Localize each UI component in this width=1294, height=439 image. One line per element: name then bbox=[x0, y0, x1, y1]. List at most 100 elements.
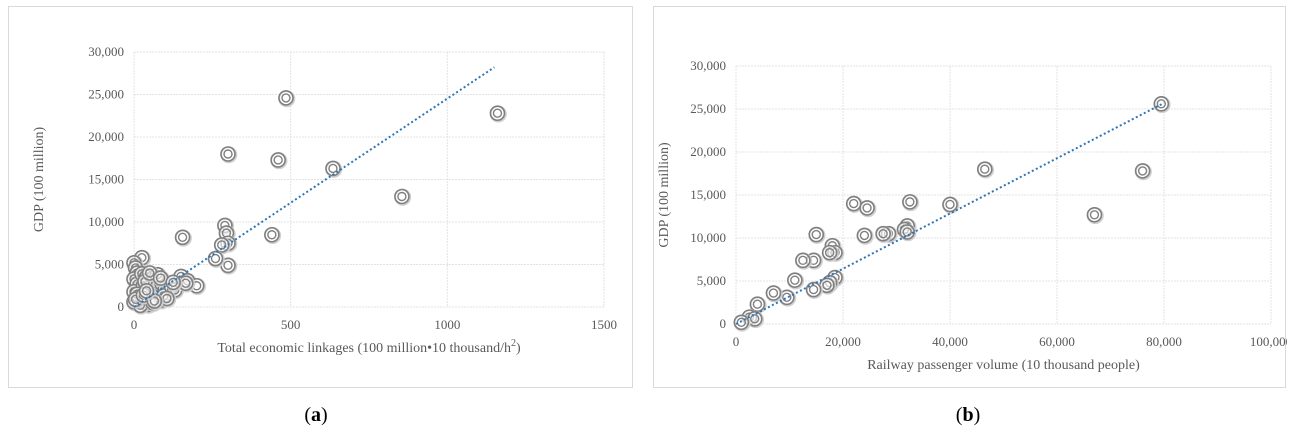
data-point bbox=[1134, 163, 1152, 181]
data-point-inner-ring bbox=[155, 273, 166, 283]
data-point-inner-ring bbox=[210, 253, 221, 264]
y-tick-label: 25,000 bbox=[690, 101, 726, 116]
data-point-outer-ring bbox=[220, 146, 236, 162]
data-point-inner-ring bbox=[1156, 99, 1167, 109]
data-point-inner-ring bbox=[328, 163, 338, 174]
data-points bbox=[733, 96, 1171, 332]
data-point bbox=[875, 225, 893, 243]
data-point-outer-ring bbox=[270, 152, 286, 168]
data-point bbox=[1153, 96, 1171, 114]
data-point-outer-ring bbox=[845, 195, 862, 212]
x-axis-label-close: ) bbox=[516, 341, 521, 356]
data-point-outer-ring bbox=[805, 281, 822, 298]
data-point-inner-ring bbox=[750, 314, 760, 324]
data-point-inner-ring bbox=[1137, 166, 1148, 176]
data-point bbox=[1086, 206, 1104, 225]
data-point-inner-ring bbox=[980, 164, 990, 174]
data-point bbox=[159, 290, 177, 308]
data-point-outer-ring bbox=[138, 283, 155, 299]
data-point-inner-ring bbox=[768, 288, 779, 298]
x-tick-label: 1500 bbox=[591, 317, 617, 332]
x-tick-label: 1000 bbox=[434, 317, 460, 332]
caption-a-close: ) bbox=[321, 404, 328, 426]
data-point-inner-ring bbox=[273, 155, 283, 165]
x-tick-label: 40,000 bbox=[932, 334, 968, 349]
data-point-inner-ring bbox=[945, 199, 955, 210]
trendline bbox=[133, 66, 495, 308]
data-point-inner-ring bbox=[878, 228, 888, 239]
data-point bbox=[899, 224, 917, 242]
data-point-inner-ring bbox=[177, 232, 188, 243]
y-tick-label: 20,000 bbox=[690, 144, 726, 159]
caption-b-open: ( bbox=[955, 404, 963, 426]
y-tick-label: 15,000 bbox=[690, 187, 726, 202]
data-point-outer-ring bbox=[976, 161, 993, 177]
data-point-outer-ring bbox=[165, 274, 181, 291]
caption-b: (b) bbox=[938, 404, 998, 427]
data-point-outer-ring bbox=[765, 285, 782, 301]
data-points bbox=[126, 90, 507, 315]
y-tick-label: 10,000 bbox=[88, 214, 124, 229]
y-axis-label: GDP (100 million) bbox=[657, 142, 672, 248]
chart-panel-a: 0 5,000 10,000 15,000 20,000 25,000 30,000 0 500… bbox=[8, 6, 633, 388]
chart-panel-b: 0 5,000 10,000 15,000 20,000 25,000 30,000 0 20,… bbox=[653, 6, 1287, 388]
data-point-outer-ring bbox=[174, 229, 191, 246]
data-point-outer-ring bbox=[875, 225, 891, 242]
data-point-inner-ring bbox=[824, 247, 835, 258]
data-point-inner-ring bbox=[848, 198, 859, 209]
x-axis-label-text: Total economic linkages (100 million•10 … bbox=[217, 341, 511, 356]
data-point-outer-ring bbox=[325, 160, 341, 177]
data-point bbox=[856, 227, 874, 245]
caption-a: (a) bbox=[286, 404, 346, 427]
y-tick-label: 5,000 bbox=[697, 273, 726, 288]
data-point-inner-ring bbox=[223, 149, 233, 159]
y-tick-label: 30,000 bbox=[690, 58, 726, 73]
data-point bbox=[207, 250, 225, 268]
data-point bbox=[270, 152, 288, 170]
y-tick-label: 0 bbox=[118, 299, 125, 314]
data-point bbox=[821, 244, 839, 262]
data-point-outer-ring bbox=[859, 200, 875, 216]
data-point-inner-ring bbox=[168, 277, 178, 288]
data-point-inner-ring bbox=[149, 296, 160, 306]
x-tick-label: 60,000 bbox=[1039, 334, 1075, 349]
data-point bbox=[489, 105, 507, 123]
data-point bbox=[787, 272, 805, 290]
x-axis-label: Total economic linkages (100 million•10 … bbox=[217, 338, 521, 356]
data-point-outer-ring bbox=[787, 272, 803, 288]
data-point-inner-ring bbox=[144, 268, 155, 278]
data-point-outer-ring bbox=[278, 90, 294, 106]
x-axis-label-text: Railway passenger volume (10 thousand pe… bbox=[867, 358, 1140, 373]
data-point bbox=[278, 90, 296, 108]
data-point-inner-ring bbox=[752, 299, 763, 309]
caption-a-letter: a bbox=[311, 404, 321, 426]
y-tick-label: 0 bbox=[720, 316, 727, 331]
grid-lines bbox=[133, 51, 605, 308]
data-point-outer-ring bbox=[1134, 163, 1151, 179]
y-tick-label: 25,000 bbox=[88, 87, 124, 102]
data-point bbox=[394, 188, 412, 206]
data-point bbox=[808, 226, 826, 244]
data-point bbox=[976, 161, 995, 179]
data-point bbox=[902, 194, 920, 212]
data-point-outer-ring bbox=[856, 227, 873, 244]
data-point bbox=[138, 283, 156, 301]
data-point-inner-ring bbox=[822, 280, 832, 290]
data-point-outer-ring bbox=[808, 226, 825, 243]
data-point bbox=[819, 277, 837, 295]
x-axis-label: Railway passenger volume (10 thousand pe… bbox=[867, 358, 1140, 373]
data-point-inner-ring bbox=[223, 260, 233, 271]
y-tick-label: 15,000 bbox=[88, 172, 124, 187]
data-point-outer-ring bbox=[213, 237, 230, 253]
data-point bbox=[174, 229, 192, 247]
data-point bbox=[746, 311, 765, 329]
data-point-inner-ring bbox=[905, 197, 915, 207]
data-point-outer-ring bbox=[207, 250, 224, 267]
data-point-outer-ring bbox=[821, 244, 838, 261]
caption-b-close: ) bbox=[973, 404, 981, 426]
x-tick-label: 500 bbox=[281, 317, 301, 332]
data-point-inner-ring bbox=[862, 203, 872, 213]
data-point-inner-ring bbox=[811, 229, 821, 240]
data-point-outer-ring bbox=[489, 105, 506, 121]
caption-a-open: ( bbox=[304, 404, 311, 426]
